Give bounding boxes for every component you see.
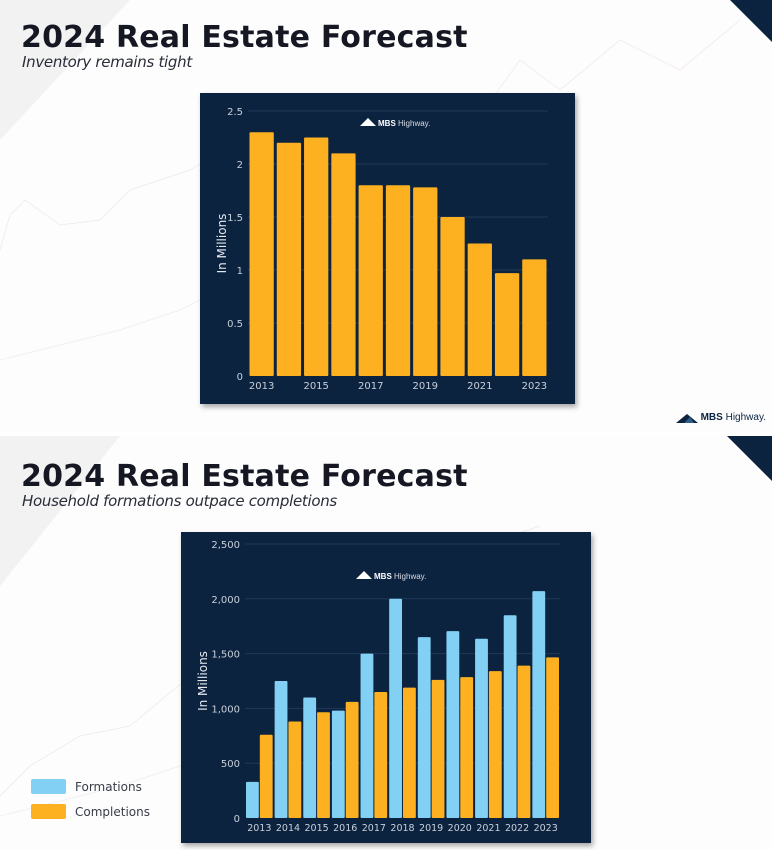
x-tick-label: 2013: [247, 823, 271, 834]
bar-formations: [417, 637, 431, 818]
bar: [331, 153, 356, 376]
y-tick-label: 500: [221, 759, 240, 770]
bar: [358, 185, 383, 376]
chart-watermark-logo: MBS Highway.: [360, 118, 430, 128]
legend-swatch-completions: [31, 804, 66, 819]
bar-completions: [288, 721, 302, 818]
y-tick-label: 0.5: [227, 319, 243, 330]
y-tick-label: 0: [234, 814, 240, 825]
bar: [304, 137, 329, 376]
bar-completions: [517, 665, 531, 818]
footer-logo: MBS Highway.: [675, 412, 766, 423]
formations-completions-chart: 0 500 1,000 1,500 2,000 2,500 In Millions MBS H…: [181, 532, 591, 843]
y-axis-label: In Millions: [196, 651, 210, 711]
inventory-chart: 0 0.5 1 1.5 2 2.5 In Millions MBS Highway. 2013 2…: [200, 93, 575, 404]
legend-item-formations: Formations: [31, 774, 150, 799]
bar: [467, 243, 492, 376]
x-tick-label: 2019: [419, 823, 443, 834]
bar-formations: [446, 631, 460, 818]
legend-label-formations: Formations: [75, 779, 142, 794]
bar-completions: [403, 687, 416, 818]
corner-accent: [727, 436, 772, 481]
y-axis-label: In Millions: [215, 214, 229, 274]
x-tick-label: 2021: [476, 823, 500, 834]
x-tick-label: 2020: [448, 823, 472, 834]
bar-formations: [246, 781, 259, 818]
x-tick-label: 2017: [358, 381, 383, 392]
footer-logo-bold: MBS: [700, 412, 723, 423]
y-tick-label: 2,500: [211, 540, 240, 551]
chart-watermark-text: MBS Highway.: [378, 119, 430, 128]
formations-completions-chart-svg: 0 500 1,000 1,500 2,000 2,500 In Millions MBS H…: [196, 540, 560, 834]
mountain-logo-icon: [675, 413, 698, 423]
x-tick-label: 2013: [249, 381, 274, 392]
bar: [522, 259, 547, 376]
footer-logo-light: Highway.: [725, 412, 766, 423]
y-tick-label: 1.5: [227, 213, 243, 224]
bar-formations: [475, 638, 488, 818]
bar-completions: [374, 691, 388, 818]
slide-title: 2024 Real Estate Forecast: [21, 20, 468, 55]
x-tick-label: 2018: [390, 823, 414, 834]
inventory-chart-svg: 0 0.5 1 1.5 2 2.5 In Millions MBS Highway. 2013 2…: [215, 107, 548, 392]
bar-formations: [360, 653, 374, 818]
x-tick-label: 2015: [303, 381, 328, 392]
bar: [276, 142, 302, 376]
mountain-logo-icon: [360, 118, 376, 126]
x-tick-label: 2019: [413, 381, 438, 392]
x-tick-label: 2021: [467, 381, 492, 392]
bar-formations: [532, 591, 546, 818]
chart-legend: Formations Completions: [31, 774, 150, 824]
bg-triangle: [0, 0, 130, 140]
bar-completions: [259, 734, 273, 818]
legend-item-completions: Completions: [31, 799, 150, 824]
bar-formations: [389, 598, 402, 818]
y-tick-label: 1,000: [211, 704, 240, 715]
footer-logo-text: MBS Highway.: [701, 412, 766, 423]
bar: [413, 187, 438, 376]
bar-completions: [345, 701, 359, 818]
legend-swatch-formations: [31, 779, 66, 794]
y-tick-label: 1,500: [211, 650, 240, 661]
bar-completions: [488, 671, 502, 818]
bar-formations: [274, 681, 288, 818]
y-tick-label: 2,000: [211, 595, 240, 606]
corner-accent: [730, 0, 772, 42]
mountain-logo-icon: [356, 571, 372, 579]
bg-triangle: [0, 436, 120, 586]
x-tick-label: 2015: [304, 823, 328, 834]
bar: [494, 273, 520, 376]
bar-formations: [331, 710, 345, 818]
y-tick-label: 1: [237, 266, 243, 277]
chart-watermark-logo: MBS Highway.: [356, 571, 426, 581]
legend-label-completions: Completions: [75, 804, 150, 819]
x-tick-label: 2023: [522, 381, 547, 392]
x-tick-label: 2014: [276, 823, 300, 834]
bar-formations: [303, 697, 317, 818]
x-tick-label: 2023: [534, 823, 558, 834]
bar-completions: [460, 677, 474, 818]
y-tick-label: 2.5: [227, 107, 243, 118]
x-tick-label: 2017: [362, 823, 386, 834]
bar: [249, 132, 274, 376]
slide-subtitle: Household formations outpace completions: [22, 492, 337, 510]
y-tick-label: 2: [237, 160, 243, 171]
bar: [385, 185, 411, 376]
bar-completions: [431, 679, 445, 818]
slide-title: 2024 Real Estate Forecast: [21, 459, 468, 494]
bar: [440, 217, 465, 376]
bar-completions: [317, 712, 330, 818]
slide-subtitle: Inventory remains tight: [22, 53, 192, 71]
y-tick-label: 0: [237, 372, 243, 383]
x-tick-label: 2016: [333, 823, 357, 834]
bar-completions: [546, 657, 559, 818]
chart-watermark-text: MBS Highway.: [374, 572, 426, 581]
bar-formations: [503, 615, 517, 818]
x-tick-label: 2022: [505, 823, 529, 834]
